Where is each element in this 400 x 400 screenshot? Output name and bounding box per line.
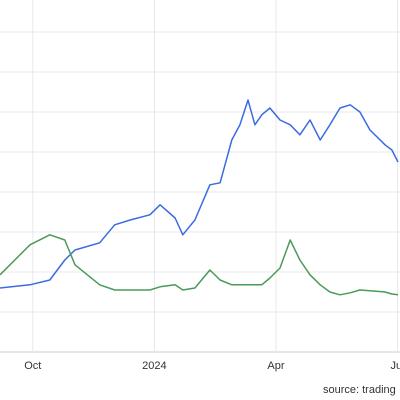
data-line: [0, 99, 399, 289]
x-tick-label: Jul: [391, 360, 400, 372]
x-tick-label: Oct: [24, 360, 41, 372]
x-tick-label: 2024: [142, 360, 166, 372]
x-tick-label: Apr: [267, 360, 284, 372]
source-note: source: trading: [323, 384, 396, 396]
data-line: [0, 234, 399, 296]
